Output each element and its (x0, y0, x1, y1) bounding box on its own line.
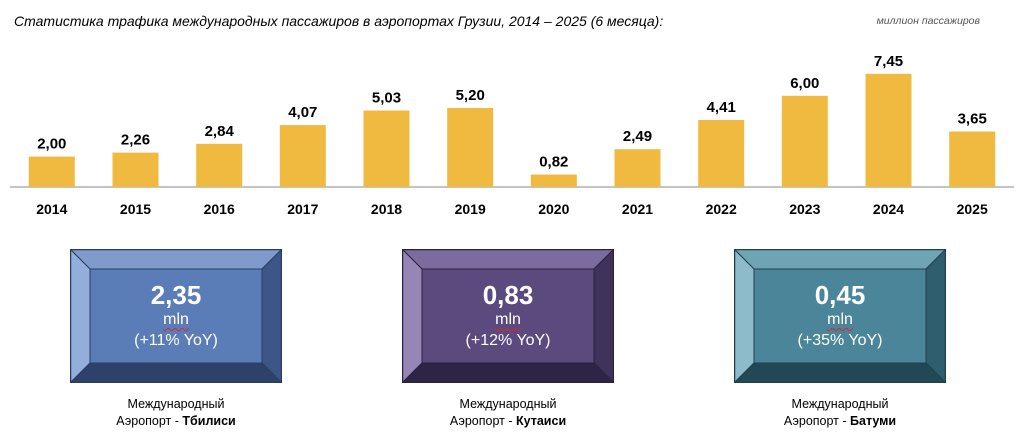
bar-2017 (279, 125, 326, 187)
bevel-bottom (70, 362, 282, 383)
card-face (753, 268, 927, 364)
card-bevel-frame (402, 249, 614, 383)
bar-2016 (196, 143, 243, 187)
data-label-2019: 5,20 (456, 87, 485, 104)
caption-batumi: Международный Аэропорт - Батуми (734, 396, 946, 430)
tick-label-2024: 2024 (873, 201, 904, 217)
bevel-bottom (734, 362, 946, 383)
data-label-2023: 6,00 (790, 75, 819, 92)
card-value: 0,45 (814, 280, 866, 310)
tick-label-2022: 2022 (706, 201, 737, 217)
bevel-top (70, 249, 282, 270)
card-bevel-frame (734, 249, 946, 383)
bar-2024 (865, 73, 912, 187)
caption-prefix: Аэропорт - (449, 414, 516, 428)
card-outline (734, 249, 946, 383)
card-content: 2,35 mln (+11% YoY) (90, 269, 262, 363)
bar-2015 (112, 152, 159, 187)
data-label-2015: 2,26 (121, 132, 150, 149)
card-outline (70, 249, 282, 383)
tick-label-2021: 2021 (622, 201, 653, 217)
data-label-2021: 2,49 (623, 128, 652, 145)
card-kutaisi: 0,83 mln (+12% YoY) (402, 249, 614, 383)
tick-label-2019: 2019 (455, 201, 486, 217)
caption-airport: Кутаиси (516, 414, 567, 428)
caption-line1: Международный (127, 397, 225, 411)
caption-line1: Международный (459, 397, 557, 411)
data-label-2014: 2,00 (37, 136, 66, 153)
card-bevel-frame (70, 249, 282, 383)
caption-kutaisi: Международный Аэропорт - Кутаиси (402, 396, 614, 430)
bar-2018 (363, 110, 410, 187)
tick-label-2018: 2018 (371, 201, 402, 217)
caption-prefix: Аэропорт - (783, 414, 851, 428)
card-outline (402, 249, 614, 383)
data-label-2024: 7,45 (874, 53, 903, 70)
bevel-right (593, 249, 614, 383)
card-unit: mln (495, 311, 521, 328)
caption-line2: Аэропорт - Батуми (734, 413, 946, 430)
caption-line1: Международный (791, 397, 889, 411)
tick-label-2017: 2017 (287, 201, 318, 217)
card-content: 0,45 mln (+35% YoY) (754, 269, 926, 363)
card-face (89, 268, 263, 364)
caption-line2: Аэропорт - Тбилиси (70, 413, 282, 430)
bevel-bottom (402, 362, 614, 383)
bar-2023 (781, 95, 828, 187)
caption-airport: Батуми (850, 414, 897, 428)
caption-prefix: Аэропорт - (116, 414, 183, 428)
card-yoy: (+12% YoY) (465, 332, 551, 349)
bevel-left (734, 249, 755, 383)
tick-label-2014: 2014 (36, 201, 67, 217)
bevel-left (402, 249, 423, 383)
data-label-2020: 0,82 (539, 154, 568, 171)
bevel-right (925, 249, 946, 383)
caption-airport: Тбилиси (182, 414, 236, 428)
tick-label-2016: 2016 (204, 201, 235, 217)
tick-label-2015: 2015 (120, 201, 151, 217)
card-yoy: (+11% YoY) (134, 332, 218, 349)
data-label-2016: 2,84 (205, 123, 235, 140)
chart-title: Статистика трафика международных пассажи… (14, 13, 664, 29)
bar-2025 (949, 131, 996, 187)
card-batumi: 0,45 mln (+35% YoY) (734, 249, 946, 383)
data-label-2018: 5,03 (372, 90, 401, 107)
card-content: 0,83 mln (+12% YoY) (422, 269, 594, 363)
bevel-left (70, 249, 91, 383)
bar-2019 (447, 108, 494, 187)
card-value: 0,83 (482, 280, 534, 310)
tick-label-2025: 2025 (957, 201, 988, 217)
data-label-2025: 3,65 (958, 111, 987, 128)
bar-2014 (28, 156, 75, 187)
card-unit: mln (827, 311, 853, 328)
bar-2021 (614, 149, 661, 187)
card-yoy: (+35% YoY) (797, 332, 883, 349)
bar-2022 (698, 120, 745, 187)
card-face (421, 268, 595, 364)
bevel-top (402, 249, 614, 270)
tick-label-2020: 2020 (538, 201, 569, 217)
bar-2020 (530, 174, 577, 187)
data-label-2017: 4,07 (288, 104, 317, 121)
bevel-right (261, 249, 282, 383)
card-unit: mln (163, 311, 189, 328)
tick-label-2023: 2023 (789, 201, 820, 217)
bevel-top (734, 249, 946, 270)
caption-line2: Аэропорт - Кутаиси (402, 413, 614, 430)
caption-tbilisi: Международный Аэропорт - Тбилиси (70, 396, 282, 430)
data-label-2022: 4,41 (707, 99, 736, 116)
card-tbilisi: 2,35 mln (+11% YoY) (70, 249, 282, 383)
bar-chart: 2,00 2014 2,26 2015 2,84 2016 4,07 2017 5,03 2018… (10, 53, 1014, 217)
card-value: 2,35 (150, 280, 202, 310)
unit-label: миллион пассажиров (876, 15, 980, 27)
